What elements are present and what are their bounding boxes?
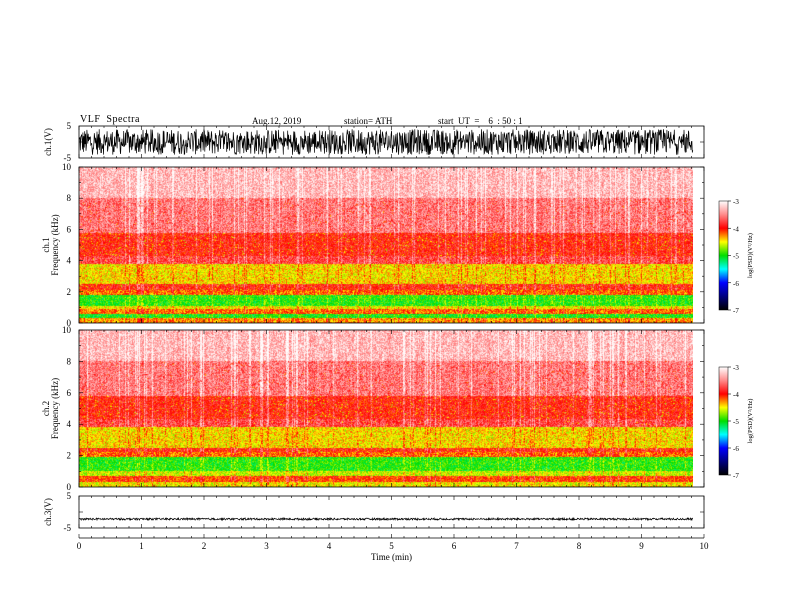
ch2-spectrogram-panel: 0 2 4 6 8 10 ch.2 Frequency (kHz) (41, 325, 705, 492)
colorbar-tick-label: -7 (733, 472, 739, 480)
y-tick-label: 10 (62, 325, 72, 335)
y-tick-label: 0 (67, 482, 72, 492)
colorbar-tick-label: -4 (733, 391, 739, 399)
y-tick-label: 2 (67, 451, 72, 461)
colorbar-tick-label: -6 (733, 445, 739, 453)
y-tick-label: 2 (67, 287, 72, 297)
ch1-spectrogram-image (79, 167, 693, 323)
figure-title: VLF Spectra (80, 114, 140, 125)
colorbar-tick-label: -5 (733, 253, 739, 261)
ch2-spectrogram-ylabel-frequency: Frequency (kHz) (50, 378, 60, 439)
x-tick-label: 5 (389, 541, 394, 551)
ch3-waveform-trace (78, 516, 694, 522)
y-tick-label: 5 (67, 121, 72, 131)
panel-frame (78, 495, 705, 529)
x-tick-label: 3 (264, 541, 269, 551)
y-tick-label: 8 (67, 356, 72, 366)
x-tick-label: 1 (139, 541, 144, 551)
ch2-spectrogram-ylabel-channel: ch.2 (41, 401, 51, 416)
x-tick-label: 0 (77, 541, 82, 551)
ch1-colorbar: -3 -4 -5 -6 -7 log(PSD)(V²/Hz) (718, 198, 754, 315)
y-tick-label: -5 (64, 153, 72, 163)
colorbar-tick-label: -6 (733, 280, 739, 288)
x-axis-label: Time (min) (371, 552, 412, 562)
y-tick-label: 8 (67, 193, 72, 203)
x-tick-label: 6 (452, 541, 457, 551)
y-tick-label: 0 (67, 318, 72, 328)
colorbar-tick-label: -3 (733, 198, 739, 206)
colorbar-label: log(PSD)(V²/Hz) (747, 399, 754, 444)
y-tick-label: 4 (67, 419, 72, 429)
ch1-waveform-trace (78, 129, 694, 156)
colorbar-scale (718, 200, 729, 311)
y-tick-label: 6 (67, 224, 72, 234)
colorbar-tick-label: -4 (733, 225, 739, 233)
start-time-label: start UT = 6 : 50 : 1 (438, 116, 523, 126)
colorbar-label: log(PSD)(V²/Hz) (747, 233, 754, 278)
ch2-colorbar: -3 -4 -5 -6 -7 log(PSD)(V²/Hz) (718, 364, 754, 480)
colorbar-scale (718, 366, 729, 476)
ch1-waveform-ylabel: ch.1(V) (43, 128, 53, 156)
ch3-waveform-ylabel: ch.3(V) (43, 498, 53, 526)
station-label: station= ATH (344, 116, 393, 126)
y-tick-label: 4 (67, 256, 72, 266)
colorbar-tick-label: -7 (733, 307, 739, 315)
y-tick-label: -5 (64, 523, 72, 533)
y-tick-label: 6 (67, 388, 72, 398)
y-tick-label: 5 (67, 491, 72, 501)
x-tick-label: 9 (639, 541, 644, 551)
colorbar-tick-label: -3 (733, 364, 739, 372)
y-tick-label: 10 (62, 162, 72, 172)
ch1-waveform-panel: 5 -5 ch.1(V) (43, 121, 705, 163)
ch2-spectrogram-image (79, 330, 693, 487)
x-tick-label: 10 (700, 541, 710, 551)
ch1-spectrogram-ylabel-channel: ch.1 (41, 237, 51, 252)
x-tick-label: 8 (577, 541, 582, 551)
date-label: Aug.12, 2019 (252, 116, 302, 126)
ch1-spectrogram-ylabel-frequency: Frequency (kHz) (50, 214, 60, 275)
ch3-waveform-panel: 5 -5 ch.3(V) 0 1 2 3 4 5 6 7 8 9 10 Time (min) (43, 491, 709, 562)
ch1-spectrogram-panel: 0 2 4 6 8 10 ch.1 Frequency (kHz) (41, 162, 705, 328)
x-tick-label: 2 (202, 541, 207, 551)
x-tick-label: 7 (514, 541, 519, 551)
colorbar-tick-label: -5 (733, 418, 739, 426)
x-tick-label: 4 (327, 541, 332, 551)
